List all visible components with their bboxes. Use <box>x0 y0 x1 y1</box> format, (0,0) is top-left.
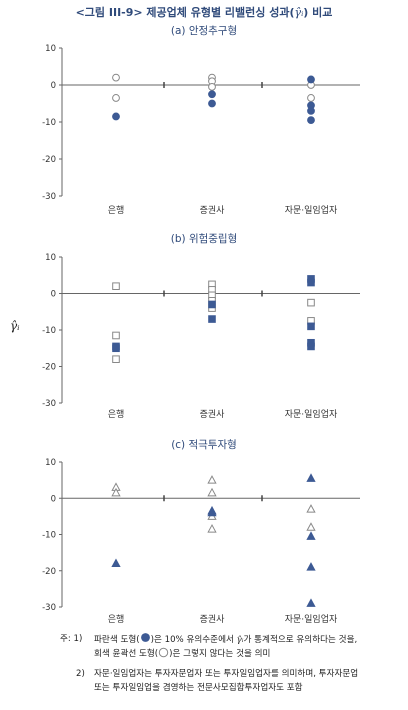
filled-circle-point <box>307 116 315 125</box>
hollow-square-point <box>112 355 120 363</box>
note-2-line-2-text: 또는 투자일임업을 겸영하는 전문사모집합투자업자도 포함 <box>94 683 303 693</box>
category-label: 은행 <box>108 613 125 625</box>
y-tick-label: 10 <box>45 253 56 263</box>
note-2-line-1: 2) 자문·일임업자는 투자자문업자 또는 투자일임업자를 의미하며, 투자자문… <box>60 667 404 681</box>
hollow-square-point <box>112 331 120 340</box>
gamma-hat-symbol: γ̂ᵢ <box>294 6 304 19</box>
category-label: 자문·일임업자 <box>285 204 338 216</box>
y-tick-label: 10 <box>45 44 56 54</box>
note-1-prefix: 주: 1) <box>60 634 83 644</box>
hollow-circle-icon <box>158 647 169 658</box>
hollow-triangle-point <box>207 487 217 497</box>
figure-title-suffix: ) 비교 <box>303 6 333 19</box>
filled-triangle-point <box>111 558 121 567</box>
hollow-square-point <box>307 298 315 307</box>
y-tick-label: -30 <box>42 192 56 202</box>
filled-circle-point <box>307 107 315 115</box>
panel-title: (a) 안정추구형 <box>171 25 237 37</box>
filled-triangle-point <box>207 507 217 517</box>
hollow-circle-point <box>208 82 216 91</box>
filled-square-point <box>307 342 315 351</box>
category-label: 자문·일임업자 <box>285 613 338 625</box>
category-label: 증권사 <box>200 408 226 420</box>
y-tick-label: -30 <box>42 399 56 409</box>
filled-circle-point <box>208 90 216 99</box>
hollow-triangle-point <box>207 524 217 533</box>
note-2-line-2: 또는 투자일임업을 겸영하는 전문사모집합투자업자도 포함 <box>60 681 404 695</box>
note-1-line-2a: 회색 윤곽선 도형( <box>94 649 159 659</box>
y-tick-label: 0 <box>51 494 56 504</box>
note-2-prefix: 2) <box>76 669 85 679</box>
figure-title-prefix: <그림 III-9> 제공업체 유형별 리밸런싱 성과( <box>75 6 295 19</box>
hollow-circle-point <box>307 94 315 102</box>
y-tick-label: 0 <box>51 290 56 300</box>
hollow-triangle-point <box>306 522 316 531</box>
filled-square-point <box>208 300 216 309</box>
filled-circle-point <box>208 99 216 108</box>
y-axis-label: γ̂ᵢ <box>10 319 20 333</box>
note-1-symbol: γ̂ᵢ <box>236 635 244 645</box>
note-1-text-c: 가 통계적으로 유의하다는 것을, <box>243 635 358 645</box>
note-1-text-b: )은 10% 유의수준에서 <box>150 635 234 645</box>
note-1-line-2: 회색 윤곽선 도형( )은 그렇지 않다는 것을 의미 <box>60 647 404 661</box>
category-label: 은행 <box>108 408 125 420</box>
hollow-circle-point <box>112 73 120 82</box>
hollow-triangle-point <box>306 504 316 513</box>
y-tick-label: -10 <box>42 118 56 128</box>
filled-triangle-point <box>306 598 316 607</box>
figure-notes: 주: 1) 파란색 도형( )은 10% 유의수준에서 γ̂ᵢ가 통계적으로 유의… <box>60 632 404 695</box>
filled-square-point <box>307 278 315 287</box>
hollow-triangle-point <box>111 487 121 497</box>
category-label: 증권사 <box>200 204 226 216</box>
filled-triangle-point <box>306 473 316 482</box>
hollow-square-point <box>112 282 120 290</box>
category-label: 은행 <box>108 204 125 216</box>
y-tick-label: -20 <box>42 567 56 577</box>
note-1-line-2b: )은 그렇지 않다는 것을 의미 <box>169 649 271 659</box>
filled-circle-icon <box>140 633 150 642</box>
figure-title: <그림 III-9> 제공업체 유형별 리밸런싱 성과(γ̂ᵢ) 비교 <box>0 4 408 20</box>
y-tick-label: -10 <box>42 531 56 541</box>
filled-square-point <box>112 344 120 353</box>
y-tick-label: -30 <box>42 603 56 613</box>
note-1-text-a: 파란색 도형( <box>94 635 140 645</box>
note-2-line-1-text: 자문·일임업자는 투자자문업자 또는 투자일임업자를 의미하며, 투자자문업 <box>94 669 359 679</box>
y-tick-label: -10 <box>42 326 56 336</box>
filled-square-point <box>208 315 216 323</box>
panel-title: (c) 적극투자형 <box>171 439 237 451</box>
hollow-circle-point <box>112 94 120 102</box>
filled-triangle-point <box>306 531 316 540</box>
category-label: 증권사 <box>200 613 226 625</box>
category-label: 자문·일임업자 <box>285 408 338 420</box>
filled-circle-point <box>112 112 120 121</box>
filled-triangle-point <box>306 562 316 571</box>
y-tick-label: -20 <box>42 155 56 165</box>
filled-circle-point <box>307 75 315 84</box>
filled-square-point <box>307 322 315 331</box>
y-tick-label: 10 <box>45 458 56 468</box>
hollow-triangle-point <box>207 475 217 484</box>
y-tick-label: 0 <box>51 81 56 91</box>
y-tick-label: -20 <box>42 363 56 373</box>
note-1-line-1: 주: 1) 파란색 도형( )은 10% 유의수준에서 γ̂ᵢ가 통계적으로 유의… <box>60 632 404 647</box>
panel-title: (b) 위험중립형 <box>171 232 238 245</box>
